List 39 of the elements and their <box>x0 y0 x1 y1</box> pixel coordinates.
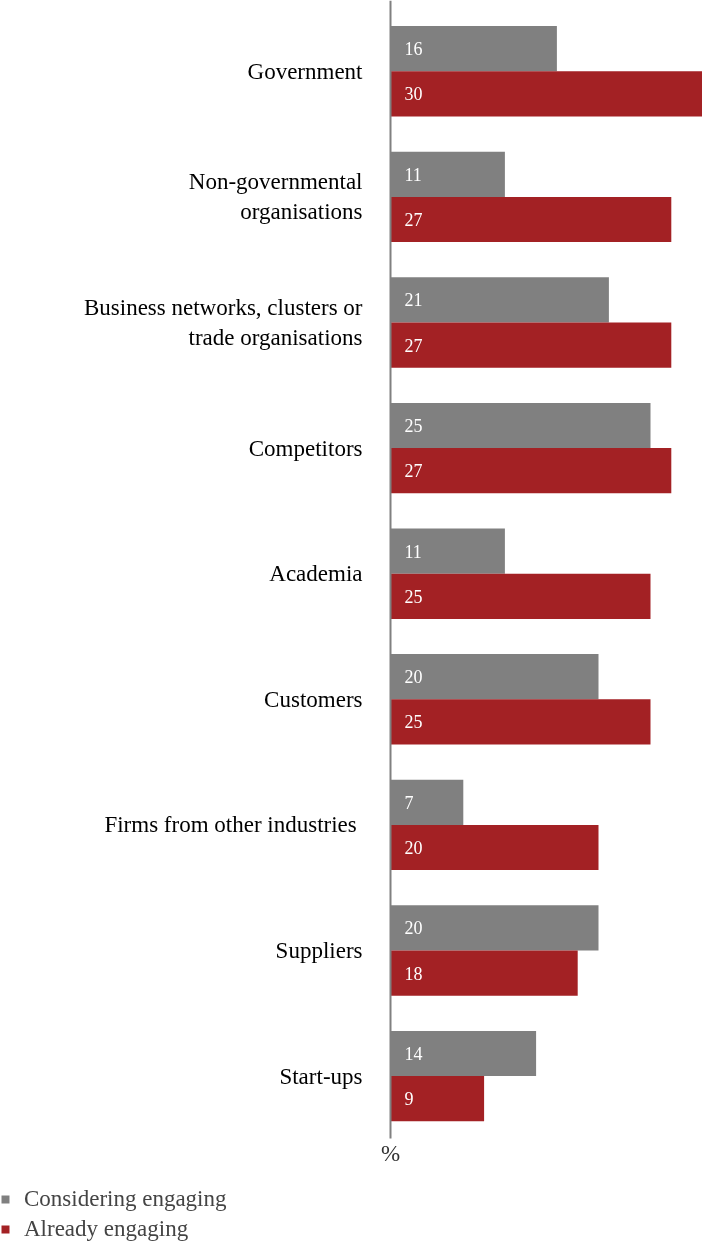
data-label: 20 <box>404 667 423 688</box>
bar <box>390 824 599 871</box>
bar <box>390 1076 485 1122</box>
data-label: 27 <box>404 335 423 356</box>
y-tick-label: Firms from other industries <box>104 812 357 838</box>
data-label: 11 <box>404 164 422 185</box>
y-tick-label: Start-ups <box>279 1063 363 1089</box>
data-label: 21 <box>404 290 423 311</box>
bar <box>390 322 672 368</box>
y-tick-label: Customers <box>264 686 363 712</box>
bar <box>390 448 672 494</box>
legend-label: Considering engaging <box>24 1186 227 1212</box>
y-tick-label: Government <box>247 58 364 84</box>
data-label: 7 <box>404 792 414 813</box>
y-tick-label: Business networks, clusters or trade organisations <box>83 295 363 350</box>
legend-label: Already engaging <box>24 1216 189 1242</box>
data-label: 18 <box>404 963 423 984</box>
data-label: 30 <box>404 84 423 105</box>
data-label: 27 <box>404 461 423 482</box>
bar <box>390 699 651 745</box>
bar <box>390 196 672 243</box>
y-tick-label: Suppliers <box>275 938 363 963</box>
bar <box>390 573 651 619</box>
bar <box>390 71 702 117</box>
data-label: 25 <box>404 712 423 733</box>
data-label: 25 <box>404 586 423 607</box>
data-label: 20 <box>404 838 423 859</box>
bar <box>390 950 578 996</box>
data-label: 9 <box>404 1089 414 1110</box>
data-label: 20 <box>404 918 423 939</box>
data-label: 14 <box>404 1043 423 1064</box>
data-label: 16 <box>404 39 423 60</box>
y-tick-label: Academia <box>269 561 363 587</box>
y-tick-label: Competitors <box>248 435 363 461</box>
data-label: 25 <box>404 415 423 436</box>
y-tick-label: Non-governmental organisations <box>188 169 363 225</box>
data-label: 27 <box>404 210 423 231</box>
data-label: 11 <box>404 541 422 562</box>
x-axis-title: % <box>380 1141 401 1167</box>
